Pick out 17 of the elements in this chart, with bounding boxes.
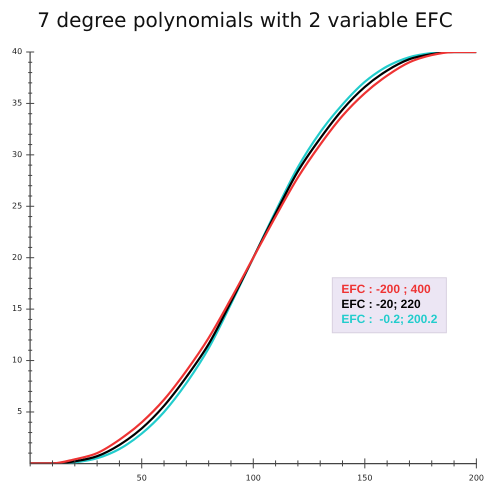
x-tick-label: 50 bbox=[136, 473, 147, 482]
text: EFC : -200 ; 400 bbox=[341, 282, 432, 296]
x-tick-label: 200 bbox=[468, 473, 484, 482]
y-tick-label: 20 bbox=[12, 252, 22, 262]
text: EFC : -0.2; 200.2 bbox=[341, 312, 438, 326]
chart-title: 7 degree polynomials with 2 variable EFC bbox=[37, 8, 453, 32]
y-tick-label: 35 bbox=[12, 98, 22, 108]
y-tick-label: 40 bbox=[12, 47, 22, 56]
text: EFC : -20; 220 bbox=[341, 297, 422, 312]
y-tick-label: 10 bbox=[12, 356, 22, 365]
y-tick-label: 5 bbox=[17, 407, 22, 416]
y-tick-label: 30 bbox=[12, 150, 22, 159]
x-tick-label: 150 bbox=[357, 473, 372, 482]
x-tick-label: 100 bbox=[246, 473, 261, 482]
line-series bbox=[30, 52, 476, 464]
y-tick-label: 25 bbox=[12, 201, 22, 210]
y-tick-label: 15 bbox=[12, 304, 22, 314]
